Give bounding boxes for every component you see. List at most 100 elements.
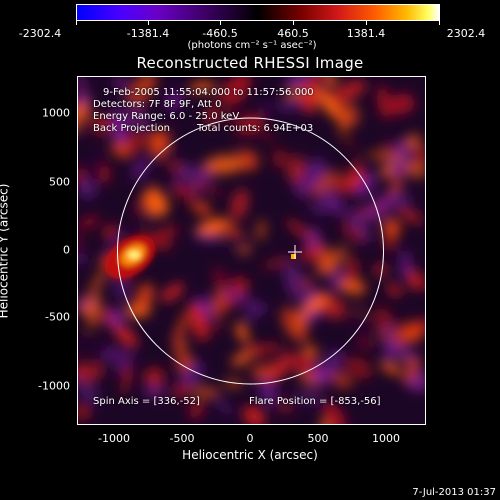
emission-blob <box>384 341 398 359</box>
emission-blob <box>380 142 395 153</box>
emission-blob <box>285 77 311 85</box>
emission-blob <box>260 103 273 112</box>
y-tick-label: 0 <box>63 243 70 257</box>
emission-blob <box>235 322 249 343</box>
emission-blob <box>193 387 220 398</box>
colorbar-tick-label: 460.5 <box>277 27 309 40</box>
emission-blob <box>317 246 348 276</box>
emission-blob <box>160 283 184 302</box>
x-tick-label: 500 <box>307 432 329 445</box>
emission-blob <box>312 170 340 198</box>
emission-blob <box>178 164 198 181</box>
emission-blob <box>188 81 216 93</box>
y-axis-label: Heliocentric Y (arcsec) <box>0 183 11 319</box>
emission-blob <box>162 123 178 137</box>
emission-blob <box>168 163 182 173</box>
emission-blob <box>112 109 127 152</box>
emission-blob <box>78 362 104 383</box>
colorbar <box>76 4 440 21</box>
emission-blob <box>300 83 318 114</box>
emission-blob <box>403 356 421 384</box>
emission-blob <box>412 147 425 164</box>
emission-blob <box>194 233 221 242</box>
emission-blob <box>322 402 346 424</box>
emission-blob <box>309 162 324 181</box>
emission-blob <box>376 85 392 120</box>
emission-blob <box>78 252 86 265</box>
colorbar-tick-label: 1381.4 <box>346 27 386 40</box>
emission-blob <box>176 342 188 354</box>
emission-blob <box>310 259 322 275</box>
emission-blob <box>91 114 114 135</box>
emission-blob <box>78 93 90 107</box>
emission-blob <box>166 91 182 110</box>
y-tick-label: -500 <box>45 310 70 324</box>
emission-blob <box>183 185 197 208</box>
colorbar-tick <box>76 20 77 25</box>
emission-blob <box>380 361 402 375</box>
emission-blob <box>159 147 177 164</box>
emission-blob <box>314 77 331 91</box>
emission-blob <box>220 234 251 250</box>
emission-blob <box>388 172 403 200</box>
emission-blob <box>131 105 149 130</box>
emission-blob <box>336 277 367 295</box>
colorbar-tick <box>366 20 367 25</box>
colorbar-tick-label: 2302.4 <box>446 27 486 40</box>
emission-blob <box>171 183 187 196</box>
emission-blob <box>397 208 424 224</box>
emission-blob <box>78 299 95 308</box>
info-time-range: 9-Feb-2005 11:55:04.000 to 11:57:56.000 <box>103 87 314 98</box>
emission-blob <box>144 367 165 388</box>
emission-blob <box>188 302 209 341</box>
emission-blob <box>173 311 188 348</box>
emission-blob <box>293 353 315 374</box>
emission-blob <box>266 351 296 382</box>
emission-blob <box>286 219 312 240</box>
emission-blob <box>97 348 136 363</box>
emission-blob <box>114 324 138 348</box>
emission-blob <box>389 190 411 208</box>
emission-blob <box>205 104 220 126</box>
emission-blob <box>400 250 409 279</box>
emission-blob <box>78 115 91 133</box>
emission-blob <box>405 134 422 150</box>
emission-blob <box>78 229 83 256</box>
emission-blob <box>143 383 166 400</box>
emission-blob <box>333 169 365 194</box>
emission-blob <box>188 399 204 419</box>
emission-blob <box>135 283 154 309</box>
emission-blob <box>336 79 367 101</box>
colorbar-unit-label: (photons cm⁻² s⁻¹ asec⁻²) <box>187 40 317 51</box>
emission-blob <box>110 141 131 159</box>
solar-limb-circle <box>117 117 384 385</box>
solar-image <box>78 77 425 424</box>
emission-blob <box>78 404 90 420</box>
emission-blob <box>143 189 169 217</box>
emission-blob <box>308 371 330 385</box>
emission-blob <box>245 344 267 356</box>
emission-blob <box>88 265 110 296</box>
emission-blob <box>193 202 211 215</box>
emission-blob <box>287 155 305 184</box>
emission-blob <box>256 219 266 241</box>
emission-blob <box>276 99 305 112</box>
emission-blob <box>387 93 415 115</box>
info-method: Back Projection <box>93 123 170 134</box>
colorbar-tick-label: -1381.4 <box>126 27 170 40</box>
emission-blob <box>78 370 100 406</box>
image-plot <box>77 76 426 425</box>
emission-blob <box>349 206 360 231</box>
spin-axis-marker <box>288 245 302 259</box>
emission-blob <box>108 308 124 329</box>
colorbar-tick <box>293 20 294 25</box>
x-tick-label: -1000 <box>98 432 130 445</box>
emission-blob <box>259 378 278 407</box>
emission-blob <box>298 246 323 260</box>
emission-blob <box>303 294 330 313</box>
emission-blob <box>214 267 224 290</box>
info-flare-position: Flare Position = [-853,-56] <box>249 396 381 407</box>
emission-blob <box>280 307 309 343</box>
emission-blob <box>211 320 222 332</box>
emission-blob <box>283 261 305 301</box>
